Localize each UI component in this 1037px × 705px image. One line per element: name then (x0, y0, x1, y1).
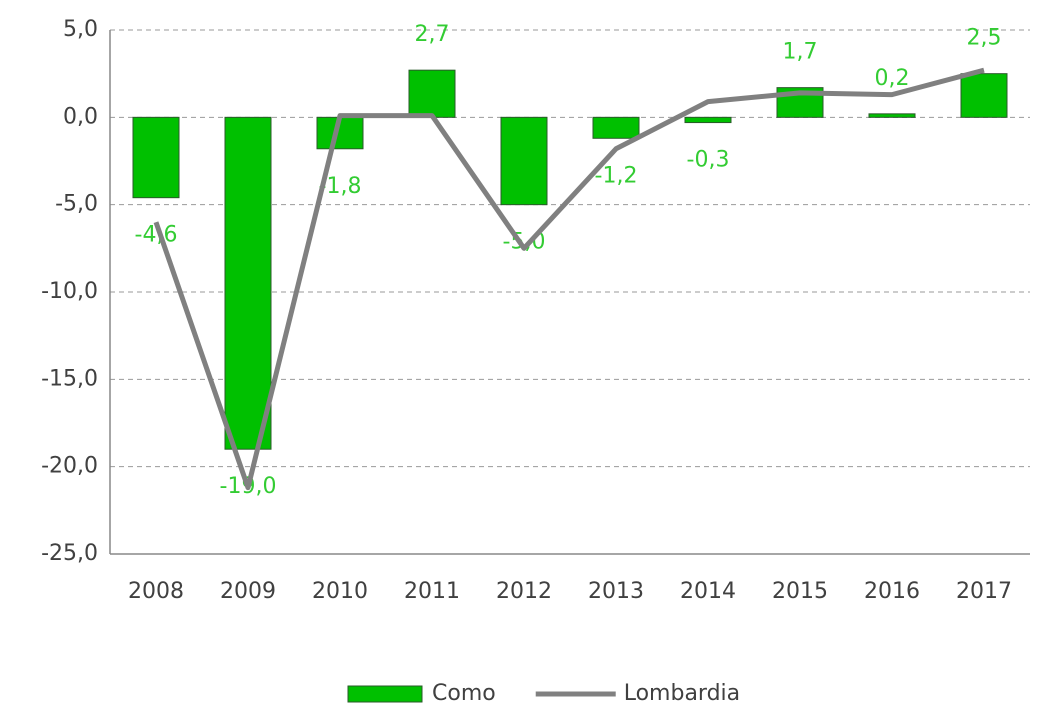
bar (224, 116, 272, 450)
x-tick-label: 2013 (588, 579, 644, 604)
x-tick-label: 2012 (496, 579, 552, 604)
y-tick-label: -15,0 (41, 366, 98, 391)
bar (592, 116, 640, 139)
bar (408, 69, 456, 118)
y-tick-label: -20,0 (41, 454, 98, 479)
y-tick-label: -25,0 (41, 541, 98, 566)
x-tick-label: 2009 (220, 579, 276, 604)
line (153, 67, 985, 491)
bar (960, 73, 1008, 118)
data-label: -0,3 (687, 148, 730, 173)
bar (684, 116, 732, 124)
bar (316, 116, 364, 150)
bar (868, 113, 916, 118)
x-tick-label: 2014 (680, 579, 736, 604)
bar (500, 116, 548, 206)
x-tick-label: 2017 (956, 579, 1012, 604)
y-tick-label: 5,0 (63, 17, 98, 42)
data-label: 0,2 (875, 66, 910, 91)
x-tick-label: 2016 (864, 579, 920, 604)
y-tick-label: 0,0 (63, 104, 98, 129)
x-tick-label: 2015 (772, 579, 828, 604)
legend-label: Lombardia (624, 681, 740, 705)
x-tick-label: 2008 (128, 579, 184, 604)
data-label: 2,5 (967, 26, 1002, 51)
legend-label: Como (432, 681, 496, 705)
bar (132, 116, 180, 199)
y-tick-label: -5,0 (55, 192, 98, 217)
x-tick-label: 2011 (404, 579, 460, 604)
y-tick-label: -10,0 (41, 279, 98, 304)
legend-swatch (347, 685, 423, 703)
x-tick-label: 2010 (312, 579, 368, 604)
data-label: 1,7 (783, 40, 818, 65)
data-label: 2,7 (415, 22, 450, 47)
